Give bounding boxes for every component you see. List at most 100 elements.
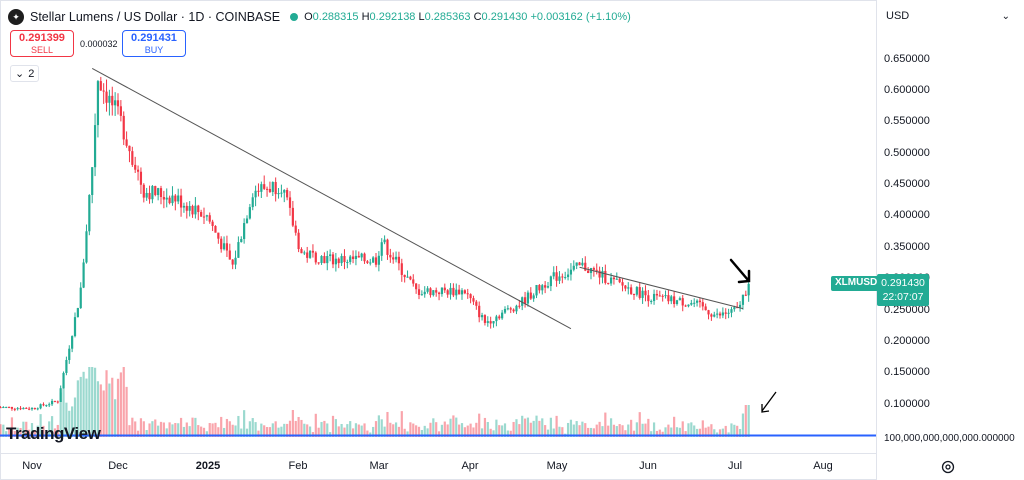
- candle: [200, 209, 203, 217]
- candle: [664, 290, 667, 299]
- volume-bar: [486, 421, 489, 437]
- price-tick-label: 0.100000: [884, 398, 930, 410]
- volume-axis-value: 100,000,000,000,000.000000: [884, 433, 1015, 444]
- candle: [632, 293, 636, 300]
- volume-bar: [736, 425, 739, 437]
- candle: [486, 316, 489, 327]
- candle: [673, 291, 676, 308]
- volume-bar: [142, 421, 145, 437]
- volume-bar: [730, 423, 733, 437]
- candle: [443, 283, 446, 293]
- trendline[interactable]: [579, 266, 744, 310]
- time-tick-label: Aug: [813, 460, 833, 472]
- candle: [19, 406, 22, 411]
- candle: [254, 185, 257, 207]
- volume-bar: [294, 420, 297, 437]
- volume-bar: [440, 424, 444, 437]
- volume-bar: [738, 428, 742, 437]
- volume-bar: [437, 431, 441, 437]
- candle: [578, 261, 581, 266]
- price-axis[interactable]: [876, 0, 1024, 480]
- candle: [641, 287, 644, 304]
- candle: [234, 250, 237, 270]
- volume-bar: [707, 426, 710, 437]
- candle: [684, 304, 687, 307]
- candle: [331, 251, 335, 269]
- volume-bar: [131, 417, 134, 437]
- time-tick-label: Nov: [22, 460, 42, 472]
- currency-select[interactable]: USD ⌄: [886, 10, 1010, 22]
- price-tick-label: 0.350000: [884, 241, 930, 253]
- volume-bar: [343, 427, 346, 437]
- candle: [222, 236, 226, 251]
- candle: [389, 248, 392, 263]
- volume-bar: [50, 416, 54, 437]
- buy-button[interactable]: 0.291431 BUY: [122, 30, 186, 57]
- candle: [521, 296, 524, 311]
- candle: [566, 268, 570, 281]
- candle: [308, 250, 312, 259]
- volume-bar: [263, 425, 266, 437]
- trendline[interactable]: [91, 67, 572, 330]
- volume-bar: [2, 424, 5, 437]
- volume-bar: [111, 377, 114, 437]
- time-axis[interactable]: [0, 453, 876, 480]
- volume-bar: [377, 415, 380, 437]
- candle: [541, 283, 544, 295]
- volume-bar: [595, 424, 598, 437]
- candle: [45, 404, 48, 407]
- candle: [489, 316, 492, 329]
- volume-bar: [544, 425, 547, 437]
- candle: [598, 266, 601, 285]
- candle: [581, 258, 584, 267]
- trendline-layer: [91, 67, 744, 330]
- candle: [128, 145, 131, 163]
- candle: [82, 258, 85, 289]
- sell-button[interactable]: 0.291399 SELL: [10, 30, 74, 57]
- volume-bar: [392, 424, 395, 437]
- candle: [114, 92, 117, 116]
- volume-bar: [561, 427, 564, 437]
- candle: [28, 406, 31, 411]
- candle: [62, 371, 65, 389]
- volume-bar: [664, 427, 667, 437]
- volume-bar: [449, 418, 452, 437]
- symbol-title[interactable]: Stellar Lumens / US Dollar · 1D · COINBA…: [30, 10, 281, 24]
- last-price-box: 0.291430 22:07:07: [877, 274, 929, 306]
- candle: [630, 284, 633, 295]
- volume-bar: [403, 428, 406, 437]
- volume-bar: [624, 430, 627, 437]
- stellar-logo-icon: ✦: [8, 9, 24, 25]
- candle: [675, 299, 679, 306]
- volume-bar: [134, 421, 137, 437]
- volume-bar: [205, 431, 208, 437]
- candle: [503, 306, 507, 314]
- candle: [162, 190, 165, 209]
- volume-bar: [222, 427, 226, 437]
- candle: [76, 307, 79, 318]
- volume-bar: [211, 423, 214, 437]
- candle: [592, 266, 595, 277]
- candle: [274, 177, 277, 202]
- candle: [661, 294, 664, 302]
- volume-bar: [601, 426, 604, 437]
- symbol-price-label: XLMUSD: [831, 276, 882, 291]
- volume-bar: [423, 425, 426, 437]
- volume-bar: [641, 423, 644, 437]
- candle: [291, 200, 294, 228]
- candle: [88, 194, 91, 236]
- candle: [727, 308, 730, 319]
- volume-bar: [704, 427, 707, 437]
- indicators-toggle-button[interactable]: ⌄ 2: [10, 65, 40, 82]
- volume-bar: [286, 423, 289, 437]
- candle: [157, 187, 160, 201]
- settings-gear-icon[interactable]: [940, 459, 956, 475]
- volume-bar: [632, 430, 636, 437]
- candle: [618, 277, 621, 284]
- candle: [122, 111, 125, 146]
- volume-bar: [68, 410, 71, 437]
- volume-bar: [695, 428, 699, 437]
- volume-bar: [300, 419, 303, 437]
- price-tick-label: 0.200000: [884, 335, 930, 347]
- price-chart[interactable]: [0, 0, 876, 453]
